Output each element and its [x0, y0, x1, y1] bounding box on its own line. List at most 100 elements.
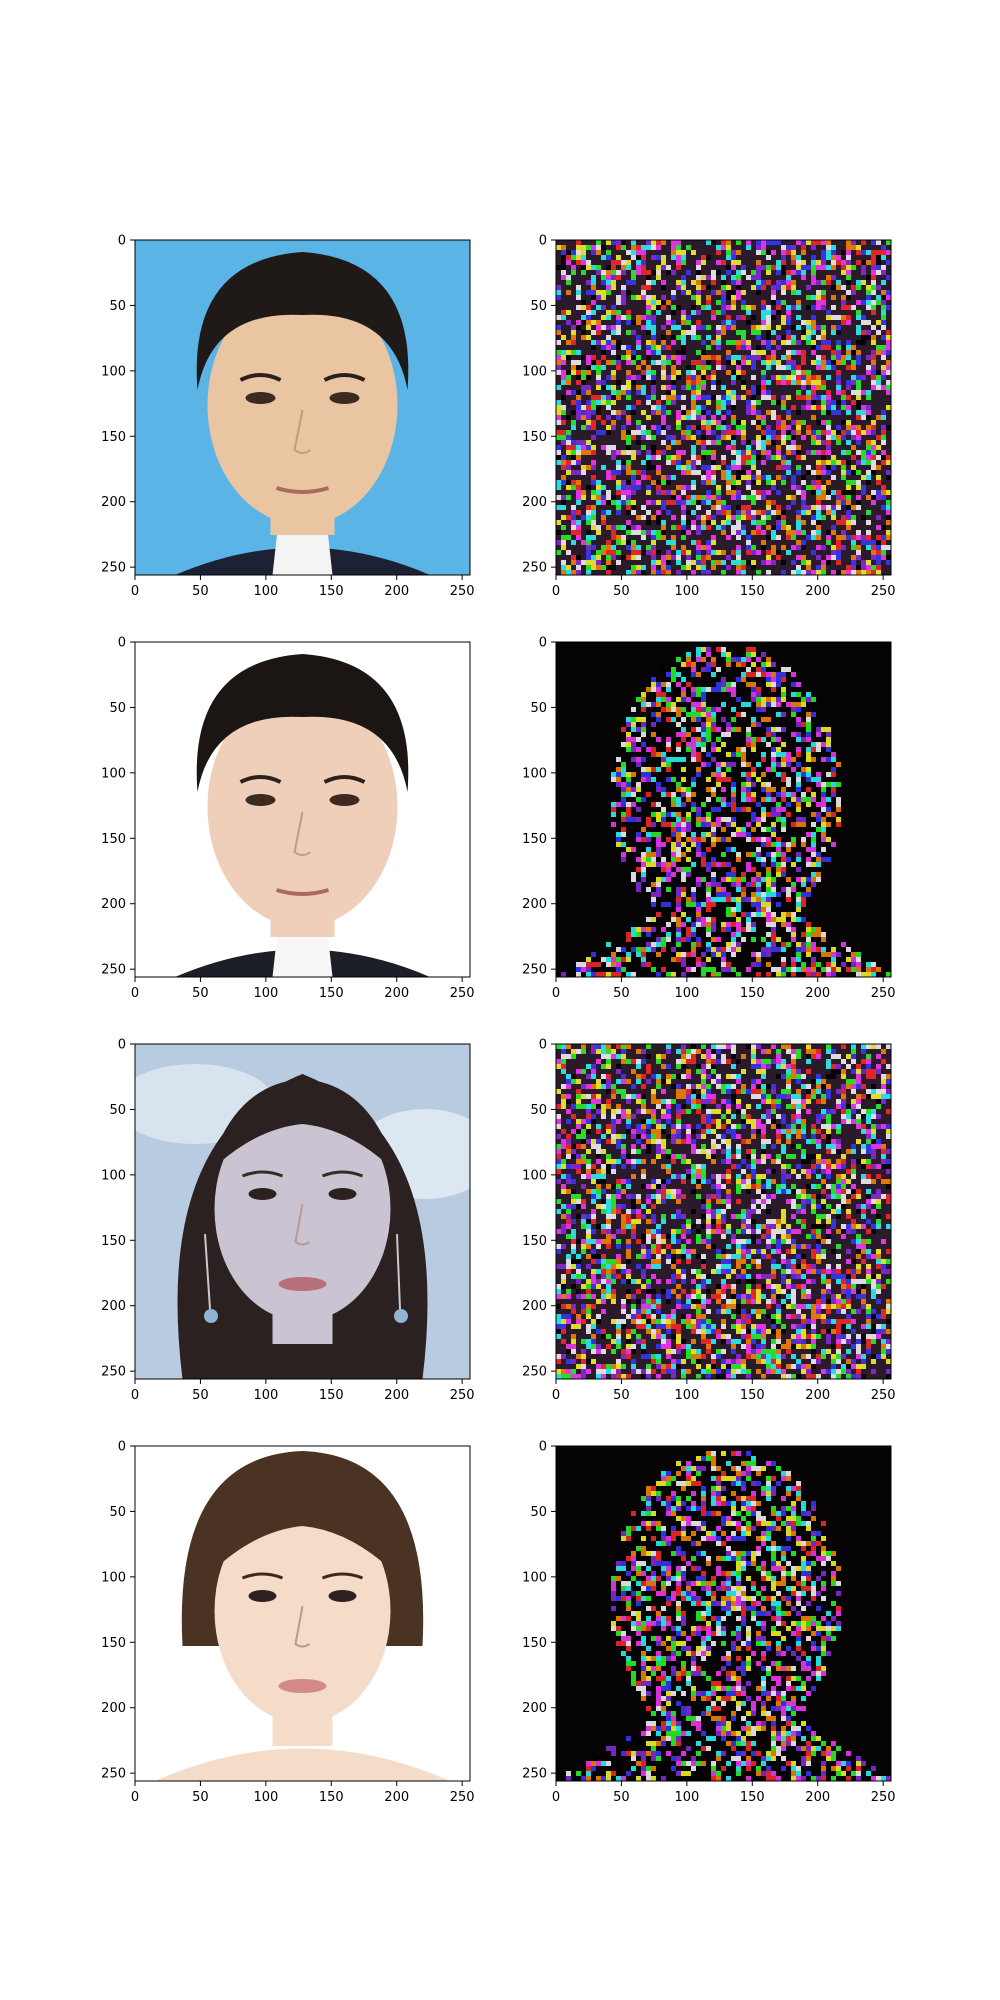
shirt	[272, 932, 333, 977]
panel-perturbation-1-x-tick-label: 0	[552, 584, 560, 599]
panel-original-1-x-tick-label: 250	[450, 584, 475, 599]
panel-perturbation-2-x-tick-label: 50	[613, 986, 630, 1001]
panel-original-1-x-tick-label: 200	[384, 584, 409, 599]
panel-original-1-y-tick-label: 50	[109, 299, 126, 314]
panel-original-3-x-tick-label: 150	[319, 1388, 344, 1403]
noise-map-1	[556, 240, 891, 575]
shirt	[272, 530, 333, 575]
panel-original-3: 0 50 100 150 200 250 0 50 100 150 200 250	[101, 1038, 474, 1404]
panel-original-2-x-tick-label: 250	[450, 986, 475, 1001]
panel-original-3-y-tick-label: 50	[109, 1103, 126, 1118]
panel-original-1-x-tick-label: 0	[131, 584, 139, 599]
panel-perturbation-4: 0 50 100 150 200 250 0 50 100 150 200 250	[522, 1440, 895, 1806]
panel-perturbation-3-frame	[555, 1043, 892, 1380]
panel-original-2-y-tick-label: 200	[101, 897, 126, 912]
panel-original-1-y-tick-label: 150	[101, 430, 126, 445]
panel-original-1-frame	[134, 239, 471, 576]
panel-perturbation-1: 0 50 100 150 200 250 0 50 100 150 200 250	[522, 234, 895, 600]
panel-original-3-y-tick-label: 200	[101, 1299, 126, 1314]
panel-original-1-y-tick-label: 0	[118, 234, 126, 249]
panel-perturbation-2: 0 50 100 150 200 250 0 50 100 150 200 250	[522, 636, 895, 1002]
panel-original-3-y-tick-label: 250	[101, 1365, 126, 1380]
panel-perturbation-4-x-tick-label: 50	[613, 1790, 630, 1805]
panel-original-3-y-tick-label: 150	[101, 1234, 126, 1249]
panel-original-4-y-tick-label: 200	[101, 1701, 126, 1716]
panel-perturbation-3-y-tick-label: 0	[539, 1038, 547, 1053]
panel-original-2-y-tick-label: 150	[101, 832, 126, 847]
panel-original-2-y-tick-label: 100	[101, 766, 126, 781]
panel-perturbation-4-x-tick-label: 150	[740, 1790, 765, 1805]
panel-original-2-y-tick-label: 0	[118, 636, 126, 651]
panel-perturbation-4-x-tick-label: 100	[674, 1790, 699, 1805]
panel-perturbation-1-y-tick-label: 150	[522, 430, 547, 445]
panel-perturbation-2-x-tick-label: 0	[552, 986, 560, 1001]
panel-perturbation-4-y-tick-label: 150	[522, 1636, 547, 1651]
panel-perturbation-3-x-tick-label: 200	[805, 1388, 830, 1403]
panel-original-4-x-tick-label: 200	[384, 1790, 409, 1805]
panel-perturbation-3-x-tick-label: 50	[613, 1388, 630, 1403]
hair	[196, 252, 409, 390]
panel-original-3-y-tick-label: 0	[118, 1038, 126, 1053]
panel-perturbation-2-y-tick-label: 100	[522, 766, 547, 781]
panel-perturbation-3-ticks: 0 50 100 150 200 250 0 50 100 150 200 250	[522, 1038, 895, 1404]
panel-perturbation-4-x-tick-label: 0	[552, 1790, 560, 1805]
panel-original-1-x-tick-label: 100	[253, 584, 278, 599]
panel-perturbation-1-y-tick-label: 200	[522, 495, 547, 510]
panel-original-2-ticks: 0 50 100 150 200 250 0 50 100 150 200 250	[101, 636, 474, 1002]
panel-perturbation-1-x-tick-label: 100	[674, 584, 699, 599]
face	[207, 687, 398, 927]
panel-perturbation-1-y-tick-label: 50	[530, 299, 547, 314]
panel-original-3-x-tick-label: 100	[253, 1388, 278, 1403]
panel-perturbation-4-y-tick-label: 200	[522, 1701, 547, 1716]
panel-perturbation-2-y-tick-label: 250	[522, 963, 547, 978]
panel-perturbation-1-x-tick-label: 250	[871, 584, 896, 599]
row-1: 0 50 100 150 200 250 0 50 100 150 200 250 0 50 100 150 2…	[101, 234, 895, 600]
row-4: 0 50 100 150 200 250 0 50 100 150 200 250 0 50 100 150 2…	[101, 1440, 895, 1806]
panel-original-4-x-tick-label: 0	[131, 1790, 139, 1805]
panel-perturbation-4-y-tick-label: 50	[530, 1505, 547, 1520]
noise-map-3	[556, 1044, 891, 1379]
panel-original-4-y-tick-label: 50	[109, 1505, 126, 1520]
panel-perturbation-2-x-tick-label: 250	[871, 986, 896, 1001]
face	[207, 285, 398, 525]
panel-perturbation-2-y-tick-label: 200	[522, 897, 547, 912]
panel-original-1-x-tick-label: 150	[319, 584, 344, 599]
panel-perturbation-3-x-tick-label: 100	[674, 1388, 699, 1403]
panel-original-1: 0 50 100 150 200 250 0 50 100 150 200 250	[101, 234, 474, 600]
panel-original-3-x-tick-label: 250	[450, 1388, 475, 1403]
noise-map-4	[556, 1446, 891, 1781]
portrait-1	[135, 240, 470, 575]
panel-original-4-x-tick-label: 150	[319, 1790, 344, 1805]
panel-perturbation-4-y-tick-label: 250	[522, 1767, 547, 1782]
panel-original-4-x-tick-label: 50	[192, 1790, 209, 1805]
panel-original-3-x-tick-label: 50	[192, 1388, 209, 1403]
panel-original-4-y-tick-label: 100	[101, 1570, 126, 1585]
row-3: 0 50 100 150 200 250 0 50 100 150 200 250 0 50 100 150 2…	[101, 1038, 895, 1404]
panel-original-2-x-tick-label: 200	[384, 986, 409, 1001]
panel-original-3-ticks: 0 50 100 150 200 250 0 50 100 150 200 250	[101, 1038, 474, 1404]
panel-original-2-frame	[134, 641, 471, 978]
portrait-3	[135, 1044, 470, 1379]
row-2: 0 50 100 150 200 250 0 50 100 150 200 250 0 50 100 150 2…	[101, 636, 895, 1002]
panel-perturbation-1-ticks: 0 50 100 150 200 250 0 50 100 150 200 250	[522, 234, 895, 600]
panel-perturbation-3-y-tick-label: 200	[522, 1299, 547, 1314]
portrait-4	[135, 1446, 470, 1781]
panel-perturbation-3-x-tick-label: 150	[740, 1388, 765, 1403]
panel-original-4-ticks: 0 50 100 150 200 250 0 50 100 150 200 250	[101, 1440, 474, 1806]
panel-original-4: 0 50 100 150 200 250 0 50 100 150 200 250	[101, 1440, 474, 1806]
panel-original-2-x-tick-label: 100	[253, 986, 278, 1001]
panel-original-1-x-tick-label: 50	[192, 584, 209, 599]
panel-original-2: 0 50 100 150 200 250 0 50 100 150 200 250	[101, 636, 474, 1002]
panel-perturbation-3-x-tick-label: 0	[552, 1388, 560, 1403]
hair	[196, 654, 409, 792]
panel-original-2-x-tick-label: 150	[319, 986, 344, 1001]
panel-perturbation-4-x-tick-label: 250	[871, 1790, 896, 1805]
panel-perturbation-2-ticks: 0 50 100 150 200 250 0 50 100 150 200 250	[522, 636, 895, 1002]
panel-original-2-y-tick-label: 250	[101, 963, 126, 978]
panel-perturbation-2-y-tick-label: 50	[530, 701, 547, 716]
panel-perturbation-3-y-tick-label: 100	[522, 1168, 547, 1183]
panel-perturbation-4-ticks: 0 50 100 150 200 250 0 50 100 150 200 250	[522, 1440, 895, 1806]
panel-perturbation-1-x-tick-label: 50	[613, 584, 630, 599]
panel-perturbation-2-x-tick-label: 200	[805, 986, 830, 1001]
